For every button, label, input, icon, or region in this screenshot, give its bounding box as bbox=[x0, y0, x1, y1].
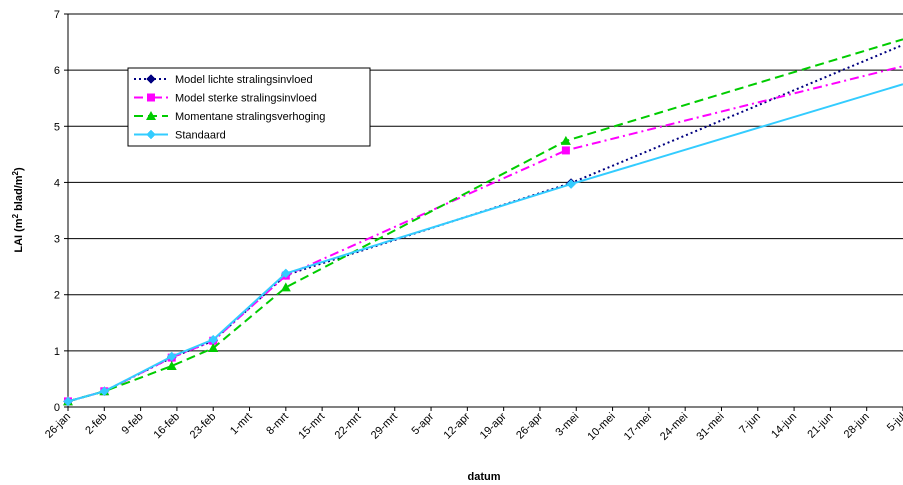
x-tick-label: 12-apr bbox=[442, 410, 473, 441]
y-tick-label: 2 bbox=[54, 290, 60, 302]
y-tick-label: 3 bbox=[54, 234, 60, 246]
y-tick-label: 1 bbox=[54, 346, 60, 358]
data-point bbox=[280, 282, 291, 292]
x-tick-label: 9-feb bbox=[120, 411, 146, 437]
series bbox=[63, 83, 903, 407]
legend-entry: Model sterke stralingsinvloed bbox=[134, 93, 317, 105]
series-group bbox=[63, 38, 903, 407]
y-tick-label: 6 bbox=[54, 65, 60, 77]
x-tick-label: 1-mrt bbox=[228, 411, 255, 438]
data-point bbox=[560, 135, 571, 145]
y-tick-labels: 0 1 2 3 4 5 6 7 bbox=[54, 9, 60, 414]
legend-label: Model sterke stralingsinvloed bbox=[175, 93, 317, 105]
y-axis-title: LAI (m2 blad/m2) bbox=[11, 167, 25, 253]
gridlines bbox=[68, 13, 903, 352]
legend-swatch-marker bbox=[147, 93, 155, 102]
y-axis-title-superscript: 2 bbox=[11, 213, 20, 218]
x-tick-label: 26-jan bbox=[43, 411, 73, 441]
legend-entry: Momentane stralingsverhoging bbox=[134, 111, 325, 123]
axes bbox=[64, 13, 903, 411]
legend: Model lichte stralingsinvloed Model sterk… bbox=[127, 67, 371, 147]
data-point bbox=[99, 386, 110, 397]
data-point bbox=[166, 351, 177, 362]
y-tick-label: 5 bbox=[54, 121, 60, 133]
legend-entry: Model lichte stralingsinvloed bbox=[134, 74, 313, 86]
data-point bbox=[208, 334, 219, 345]
x-tick-label: 21-jun bbox=[805, 411, 835, 441]
x-tick-label: 24-mei bbox=[658, 411, 690, 443]
y-tick-label: 0 bbox=[54, 402, 60, 414]
data-point bbox=[280, 268, 291, 279]
x-tick-label: 26-apr bbox=[514, 410, 545, 441]
x-tick-label: 28-jun bbox=[842, 411, 872, 441]
legend-swatch-marker bbox=[146, 111, 156, 120]
x-tick-label: 14-jun bbox=[769, 411, 799, 441]
y-axis-title-part: ) bbox=[13, 167, 25, 171]
x-tick-label: 31-mei bbox=[694, 411, 726, 443]
x-tick-label: 2-feb bbox=[83, 411, 109, 437]
data-point bbox=[208, 343, 219, 353]
x-tick-label: 19-apr bbox=[478, 410, 509, 441]
x-tick-labels: 26-jan 2-feb 9-feb 16-feb 23-feb 1-mrt 8-mrt 15… bbox=[43, 410, 903, 443]
x-tick-label: 29-mrt bbox=[369, 411, 400, 442]
data-point bbox=[166, 361, 177, 371]
x-tick-label: 5-jul bbox=[885, 411, 903, 434]
legend-box bbox=[127, 67, 371, 147]
x-tick-label: 7-jun bbox=[737, 411, 763, 437]
y-tick-label: 4 bbox=[54, 177, 60, 189]
y-axis-title-part: LAI (m bbox=[13, 218, 25, 252]
legend-label: Model lichte stralingsinvloed bbox=[175, 74, 313, 86]
x-tick-label: 22-mrt bbox=[333, 411, 364, 442]
legend-entry: Standaard bbox=[134, 130, 226, 142]
x-tick-label: 16-feb bbox=[151, 411, 182, 442]
legend-swatch-marker bbox=[146, 129, 156, 140]
x-tick-label: 15-mrt bbox=[296, 411, 327, 442]
x-tick-label: 17-mei bbox=[622, 411, 654, 443]
x-tick-label: 23-feb bbox=[188, 411, 219, 442]
x-tick-label: 3-mei bbox=[553, 411, 581, 439]
x-axis-title: datum bbox=[468, 471, 501, 483]
y-tick-label: 7 bbox=[54, 9, 60, 21]
data-point bbox=[63, 396, 73, 407]
x-tick-label: 10-mei bbox=[585, 411, 617, 443]
data-point bbox=[561, 146, 570, 155]
x-tick-label: 5-apr bbox=[410, 410, 437, 437]
legend-label: Standaard bbox=[175, 130, 226, 142]
x-tick-label: 8-mrt bbox=[264, 411, 291, 438]
y-axis-title-superscript: 2 bbox=[11, 170, 20, 175]
data-point bbox=[566, 179, 576, 189]
legend-swatch-marker bbox=[146, 74, 156, 84]
legend-label: Momentane stralingsverhoging bbox=[175, 111, 325, 123]
y-axis-title-part: blad/m bbox=[13, 175, 25, 214]
